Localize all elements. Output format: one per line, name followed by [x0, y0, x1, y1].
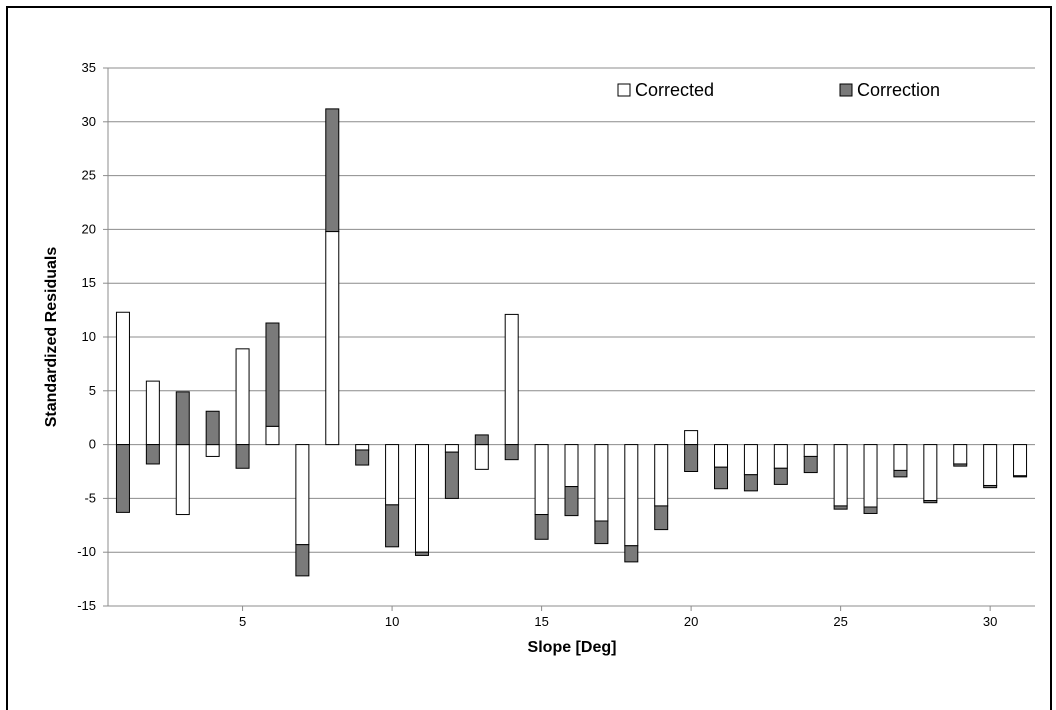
bar-correction-26	[863, 506, 878, 514]
bar-correction-29	[953, 463, 968, 467]
bar-correction-31	[1013, 475, 1028, 478]
bar-corrected-4	[205, 444, 220, 457]
y-tick-label: 25	[82, 168, 96, 183]
bar-corrected-31	[1013, 444, 1028, 477]
bar-corrected-19	[654, 444, 669, 507]
bar-correction-27	[893, 469, 908, 478]
bar-corrected-22	[743, 444, 758, 476]
bar-correction-5	[235, 444, 250, 469]
bar-corrected-21	[714, 444, 729, 468]
bar-correction-21	[714, 466, 729, 490]
bar-corrected-7	[295, 444, 310, 546]
bar-correction-30	[983, 484, 998, 489]
bar-corrected-3	[175, 444, 190, 516]
axes: -15 -10 -5 0 5 10 15 20 25 30 35 5 10 15 20 25 30	[77, 60, 997, 629]
bar-corrected-13	[474, 444, 489, 470]
y-tick-label: 10	[82, 329, 96, 344]
y-tick-label: 5	[89, 383, 96, 398]
bar-correction-13	[474, 434, 489, 446]
bar-correction-17	[594, 520, 609, 545]
y-axis-title: Standardized Residuals	[43, 247, 60, 428]
x-tick-label: 15	[534, 614, 548, 629]
bar-correction-23	[773, 467, 788, 485]
y-tick-label: 20	[82, 221, 96, 236]
bar-correction-22	[743, 474, 758, 492]
bar-correction-20	[684, 444, 699, 473]
bar-corrected-16	[564, 444, 579, 488]
bar-corrected-8	[325, 231, 340, 446]
bar-corrected-30	[983, 444, 998, 486]
legend-label-correction: Correction	[857, 80, 940, 100]
y-tick-label: 15	[82, 275, 96, 290]
bar-corrected-2	[145, 380, 160, 446]
bar-corrected-14	[504, 313, 519, 446]
bar-corrected-26	[863, 444, 878, 508]
x-axis-title: Slope [Deg]	[528, 639, 617, 656]
bar-corrected-11	[414, 444, 429, 553]
gridlines	[108, 67, 1035, 607]
bar-corrected-18	[624, 444, 639, 547]
bar-correction-16	[564, 486, 579, 517]
x-tick-label: 30	[983, 614, 997, 629]
bar-corrected-10	[385, 444, 400, 506]
bar-corrected-1	[115, 311, 130, 446]
bar-correction-18	[624, 545, 639, 563]
legend-label-corrected: Corrected	[635, 80, 714, 100]
bar-correction-19	[654, 505, 669, 531]
bar-correction-9	[355, 449, 370, 466]
chart-frame	[6, 6, 1052, 710]
bar-corrected-6	[265, 425, 280, 446]
x-tick-label: 10	[385, 614, 399, 629]
bar-correction-15	[534, 514, 549, 540]
bar-corrected-5	[235, 348, 250, 446]
x-tick-label: 20	[684, 614, 698, 629]
bar-correction-11	[414, 551, 429, 556]
bar-correction-4	[205, 410, 220, 446]
y-tick-label: 30	[82, 114, 96, 129]
bar-corrected-17	[594, 444, 609, 522]
bar-corrected-12	[444, 444, 459, 453]
bar-corrected-29	[953, 444, 968, 465]
bar-correction-3	[175, 391, 190, 446]
bar-corrected-20	[684, 430, 699, 446]
x-tick-label: 5	[239, 614, 246, 629]
y-tick-label: 0	[89, 437, 96, 452]
y-tick-label: 35	[82, 60, 96, 75]
bar-correction-6	[265, 322, 280, 427]
legend-swatch-corrected	[617, 83, 631, 97]
bar-correction-12	[444, 451, 459, 499]
bar-correction-2	[145, 444, 160, 465]
bar-correction-14	[504, 444, 519, 461]
y-tick-label: -5	[84, 490, 96, 505]
y-tick-label: -10	[77, 544, 96, 559]
bar-corrected-9	[355, 444, 370, 451]
legend-swatch-correction	[839, 83, 853, 97]
bar-corrected-23	[773, 444, 788, 469]
bar-corrected-24	[803, 444, 818, 457]
bar-corrected-15	[534, 444, 549, 516]
bar-correction-24	[803, 455, 818, 474]
bar-correction-10	[385, 504, 400, 548]
bar-correction-8	[325, 108, 340, 233]
bar-correction-28	[923, 500, 938, 504]
bar-correction-7	[295, 544, 310, 577]
y-tick-label: -15	[77, 598, 96, 613]
bar-corrected-27	[893, 444, 908, 471]
bar-correction-25	[833, 505, 848, 510]
bar-corrected-28	[923, 444, 938, 502]
bars	[115, 108, 1028, 577]
bar-corrected-25	[833, 444, 848, 507]
bar-correction-1	[115, 444, 130, 513]
legend: Corrected Correction	[617, 80, 940, 100]
x-tick-label: 25	[833, 614, 847, 629]
